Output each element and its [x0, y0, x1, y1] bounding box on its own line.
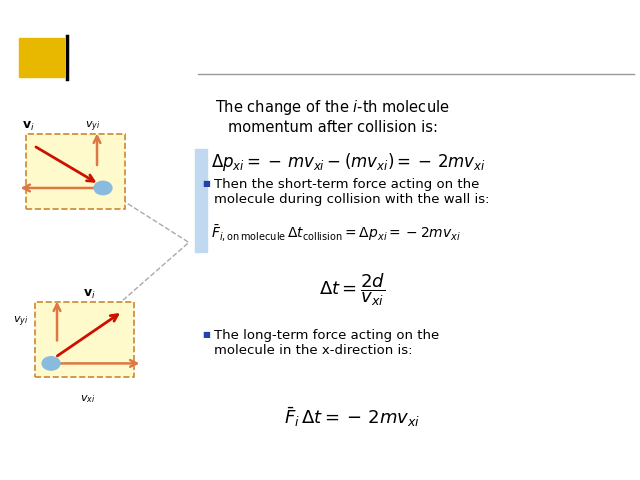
Text: Then the short-term force acting on the
molecule during collision with the wall : Then the short-term force acting on the …: [214, 178, 490, 205]
Circle shape: [94, 181, 112, 195]
Bar: [35, 302, 134, 377]
Text: $\bar{F}_{i}\,\Delta t = -\, 2mv_{xi}$: $\bar{F}_{i}\,\Delta t = -\, 2mv_{xi}$: [284, 406, 420, 429]
Text: $\mathbf{v}_{i}$: $\mathbf{v}_{i}$: [83, 288, 95, 301]
Text: $\blacksquare$: $\blacksquare$: [202, 329, 211, 340]
Circle shape: [42, 357, 60, 370]
Text: The long-term force acting on the
molecule in the x-direction is:: The long-term force acting on the molecu…: [214, 329, 440, 357]
Text: $\mathbf{v}_{i}$: $\mathbf{v}_{i}$: [22, 120, 35, 133]
Bar: [26, 134, 125, 209]
Text: $\Delta t = \dfrac{2d}{v_{xi}}$: $\Delta t = \dfrac{2d}{v_{xi}}$: [319, 271, 385, 308]
Text: $\blacksquare$: $\blacksquare$: [202, 178, 211, 189]
Bar: [19, 38, 64, 77]
Text: $v_{yi}$: $v_{yi}$: [85, 120, 100, 134]
Bar: [195, 149, 207, 252]
Text: $v_{yi}$: $v_{yi}$: [13, 314, 28, 329]
Text: $\Delta p_{xi} = -\, mv_{xi} - (mv_{xi}) = -\, 2mv_{xi}$: $\Delta p_{xi} = -\, mv_{xi} - (mv_{xi})…: [211, 151, 486, 173]
Text: The change of the $\it{i}$-th molecule
momentum after collision is:: The change of the $\it{i}$-th molecule m…: [216, 98, 450, 135]
Text: $\bar{F}_{i,\mathrm{on\,molecule}}\,\Delta t_{\mathrm{collision}} = \Delta p_{xi: $\bar{F}_{i,\mathrm{on\,molecule}}\,\Del…: [211, 223, 461, 243]
Text: $v_{xi}$: $v_{xi}$: [80, 393, 95, 405]
